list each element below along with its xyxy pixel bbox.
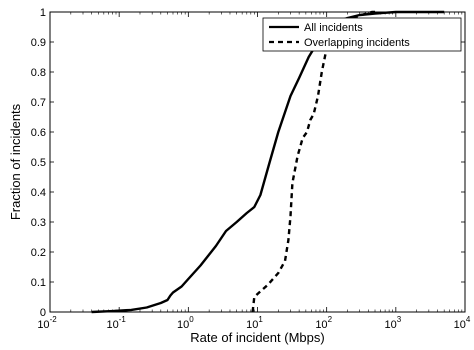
x-tick-label: 104 bbox=[454, 315, 471, 331]
y-tick-label: 0.3 bbox=[31, 217, 46, 229]
x-tick-label: 103 bbox=[384, 315, 401, 331]
legend-label-overlapping-incidents: Overlapping incidents bbox=[304, 37, 410, 49]
y-axis-label: Fraction of incidents bbox=[8, 103, 23, 220]
axis-ticks: 0 0.1 0.2 0.3 0.4 0.5 0.6 0.7 0.8 0.9 1 10-2 10-1 100… bbox=[31, 7, 471, 331]
x-tick-label: 100 bbox=[177, 315, 194, 331]
y-tick-label: 0.7 bbox=[31, 97, 46, 109]
y-tick-label: 0.9 bbox=[31, 37, 46, 49]
y-tick-label: 0.2 bbox=[31, 247, 46, 259]
legend: All incidents Overlapping incidents bbox=[262, 17, 462, 52]
legend-box bbox=[262, 17, 462, 52]
y-tick-label: 0 bbox=[40, 307, 46, 319]
y-tick-label: 0.5 bbox=[31, 157, 46, 169]
x-tick-label: 10-1 bbox=[106, 315, 126, 331]
y-tick-label: 0.1 bbox=[31, 277, 46, 289]
legend-label-all-incidents: All incidents bbox=[304, 22, 363, 34]
y-tick-label: 0.4 bbox=[31, 187, 46, 199]
x-axis-label: Rate of incident (Mbps) bbox=[190, 330, 324, 345]
x-tick-label: 102 bbox=[315, 315, 332, 331]
x-tick-label: 10-2 bbox=[37, 315, 57, 331]
y-tick-label: 0.8 bbox=[31, 67, 46, 79]
x-tick-label: 101 bbox=[246, 315, 263, 331]
y-tick-label: 0.6 bbox=[31, 127, 46, 139]
y-tick-label: 1 bbox=[40, 7, 46, 19]
